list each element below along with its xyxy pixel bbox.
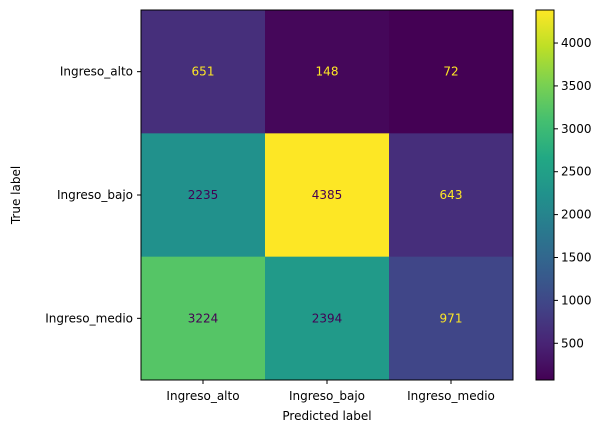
y-tick-label: Ingreso_bajo: [57, 188, 133, 202]
y-tick-label: Ingreso_alto: [60, 65, 133, 79]
cell-value-label: 651: [192, 65, 215, 79]
x-tick-label: Ingreso_alto: [166, 389, 239, 403]
cell-value-label: 72: [443, 65, 458, 79]
cell-value-label: 3224: [188, 311, 219, 325]
y-axis-ticks: Ingreso_alto Ingreso_bajo Ingreso_medio: [45, 65, 141, 325]
colorbar-tick-label: 3000: [561, 122, 592, 136]
heatmap-cell: [389, 133, 514, 258]
cell-value-labels: 651 148 72 2235 4385 643 3224 2394 971: [188, 65, 463, 326]
heatmap-cell: [389, 10, 514, 134]
heatmap-cell: [265, 10, 390, 134]
colorbar-tick-label: 1500: [561, 250, 592, 264]
x-tick-label: Ingreso_medio: [407, 389, 495, 403]
colorbar-tick-label: 4000: [561, 36, 592, 50]
heatmap-cell: [141, 133, 266, 258]
heatmap-cell: [265, 256, 390, 381]
y-tick-label: Ingreso_medio: [45, 311, 133, 325]
heatmap-cell: [141, 256, 266, 381]
cell-value-label: 971: [440, 311, 463, 325]
colorbar-tick-label: 3500: [561, 79, 592, 93]
colorbar-tick-label: 1000: [561, 293, 592, 307]
y-axis-label: True label: [9, 166, 23, 225]
cell-value-label: 2235: [188, 188, 219, 202]
x-axis-ticks: Ingreso_alto Ingreso_bajo Ingreso_medio: [166, 380, 495, 403]
heatmap-cell: [389, 256, 514, 381]
colorbar-ticks: 500 1000 1500 2000 2500 3000 3500 4000: [554, 36, 592, 350]
heatmap-cell: [141, 10, 266, 134]
cell-value-label: 148: [316, 65, 339, 79]
colorbar-tick-label: 2500: [561, 165, 592, 179]
cell-value-label: 643: [440, 188, 463, 202]
cell-value-label: 4385: [312, 188, 343, 202]
cell-value-label: 2394: [312, 311, 343, 325]
colorbar: [535, 9, 555, 381]
heatmap-cells: [141, 10, 514, 381]
x-axis-label: Predicted label: [282, 409, 371, 423]
x-tick-label: Ingreso_bajo: [289, 389, 365, 403]
heatmap-cell: [265, 133, 390, 258]
colorbar-tick-label: 2000: [561, 208, 592, 222]
colorbar-tick-label: 500: [561, 336, 584, 350]
